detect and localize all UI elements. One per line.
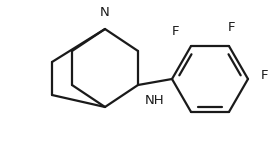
Text: F: F [172, 25, 179, 38]
Text: NH: NH [145, 94, 165, 107]
Text: N: N [100, 6, 110, 19]
Text: F: F [228, 21, 236, 34]
Text: F: F [261, 69, 269, 81]
